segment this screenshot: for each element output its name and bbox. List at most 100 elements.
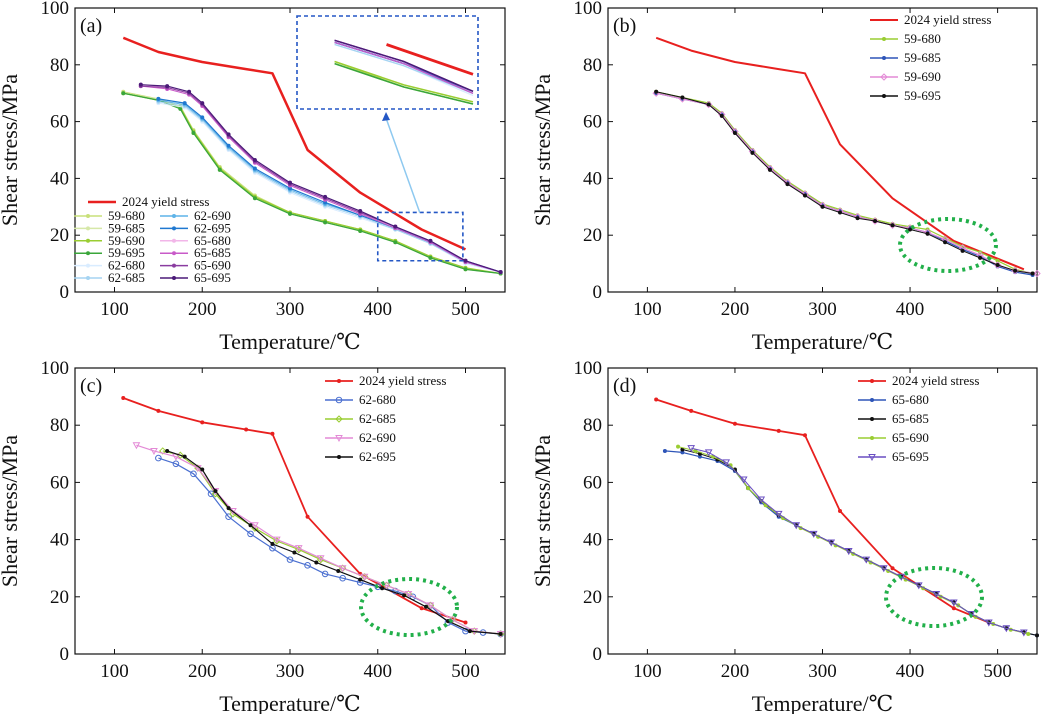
y-tick-label: 40 — [50, 168, 69, 189]
legend-label: 59-685 — [904, 50, 941, 65]
legend-marker — [870, 379, 874, 383]
panel-a: 100 200 300 400 500 0 20 40 60 80 100 Temperature/℃… — [0, 0, 506, 354]
data-point — [292, 550, 297, 555]
legend-label: 2024 yield stress — [359, 373, 446, 388]
legend-marker — [337, 379, 341, 383]
data-point — [426, 602, 435, 610]
inset-series-line — [386, 43, 474, 76]
legend-label: 65-680 — [892, 392, 929, 407]
legend-marker — [337, 455, 341, 459]
data-point — [424, 604, 429, 609]
legend-label: 65-680 — [194, 233, 231, 248]
panel-label: (d) — [613, 375, 636, 397]
data-point — [251, 522, 259, 530]
data-point — [339, 574, 346, 582]
legend-marker — [86, 276, 90, 280]
legend-marker — [870, 436, 874, 440]
series-line — [656, 91, 1033, 274]
series-line — [656, 92, 1038, 275]
legend-item: 62-695 — [160, 220, 231, 235]
legend-item: 65-690 — [160, 258, 231, 273]
data-point — [757, 496, 766, 504]
y-tick-label: 0 — [593, 644, 603, 665]
y-axis-label: Shear stress/MPa — [0, 435, 22, 587]
legend-label: 62-695 — [194, 220, 231, 235]
legend-label: 65-685 — [194, 245, 231, 260]
y-tick-label: 80 — [50, 415, 69, 436]
data-point — [873, 219, 878, 223]
data-point — [286, 556, 294, 563]
data-point — [680, 95, 685, 100]
legend-label: 59-690 — [108, 233, 145, 248]
data-point — [687, 445, 696, 453]
series-2024-yield-stress — [121, 396, 468, 625]
legend-item: 59-690 — [870, 69, 941, 84]
data-point — [358, 577, 363, 582]
legend-marker — [172, 276, 176, 280]
data-point — [732, 421, 737, 426]
data-point — [463, 620, 468, 625]
data-point — [498, 631, 503, 636]
data-point — [820, 204, 825, 209]
data-point — [654, 397, 659, 402]
data-point — [680, 447, 685, 452]
data-point — [776, 428, 781, 433]
data-point — [226, 506, 231, 511]
legend-label: 59-685 — [108, 220, 145, 235]
inset-series-line — [334, 39, 474, 92]
highlight-ellipse — [884, 566, 984, 628]
legend-label: 59-695 — [904, 88, 941, 103]
legend-item: 62-685 — [74, 270, 145, 285]
series-line — [136, 444, 501, 635]
data-point — [191, 130, 196, 135]
data-point — [200, 101, 205, 106]
series-59-695 — [654, 89, 1035, 276]
highlight-ellipse — [359, 577, 459, 637]
legend-marker — [86, 226, 90, 231]
x-tick-label: 100 — [100, 661, 129, 682]
data-point — [121, 396, 126, 401]
x-tick-label: 400 — [364, 661, 393, 682]
x-tick-label: 200 — [188, 299, 217, 320]
x-tick-label: 300 — [808, 661, 837, 682]
y-tick-label: 40 — [583, 530, 602, 551]
legend-item: 59-695 — [870, 88, 941, 103]
data-point — [654, 89, 659, 94]
data-point — [270, 541, 275, 546]
series-line — [656, 92, 1033, 276]
legend-item: 65-690 — [858, 430, 929, 445]
data-point — [165, 84, 170, 89]
y-tick-label: 60 — [583, 472, 602, 493]
legend-item: 65-685 — [858, 411, 929, 426]
data-point — [229, 508, 237, 516]
data-point — [706, 102, 711, 107]
y-tick-label: 60 — [50, 472, 69, 493]
data-point — [207, 490, 215, 498]
legend-item: 62-690 — [325, 430, 396, 445]
data-point — [402, 593, 407, 598]
legend-label: 62-680 — [108, 258, 145, 273]
legend-item: 59-685 — [74, 220, 145, 235]
x-tick-label: 400 — [896, 661, 925, 682]
series-59-680 — [121, 89, 503, 276]
data-point — [960, 248, 965, 253]
inset-series-line — [334, 43, 474, 95]
series-62-695 — [165, 448, 503, 636]
inset-series-line — [334, 41, 474, 94]
series-line — [166, 450, 501, 635]
y-tick-label: 0 — [60, 282, 70, 303]
legend: 2024 yield stress 62-680 62-685 62-690 62-69… — [325, 373, 446, 464]
x-tick-label: 500 — [983, 299, 1012, 320]
legend-label: 65-695 — [194, 270, 231, 285]
data-point — [156, 408, 161, 413]
x-tick-label: 200 — [721, 299, 750, 320]
legend-item: 62-695 — [325, 449, 396, 464]
data-point — [809, 530, 818, 538]
data-point — [248, 523, 253, 528]
data-point — [321, 570, 329, 578]
data-point — [498, 270, 503, 275]
data-point — [358, 228, 363, 233]
panel-label: (a) — [80, 15, 102, 37]
legend-marker — [880, 73, 888, 81]
